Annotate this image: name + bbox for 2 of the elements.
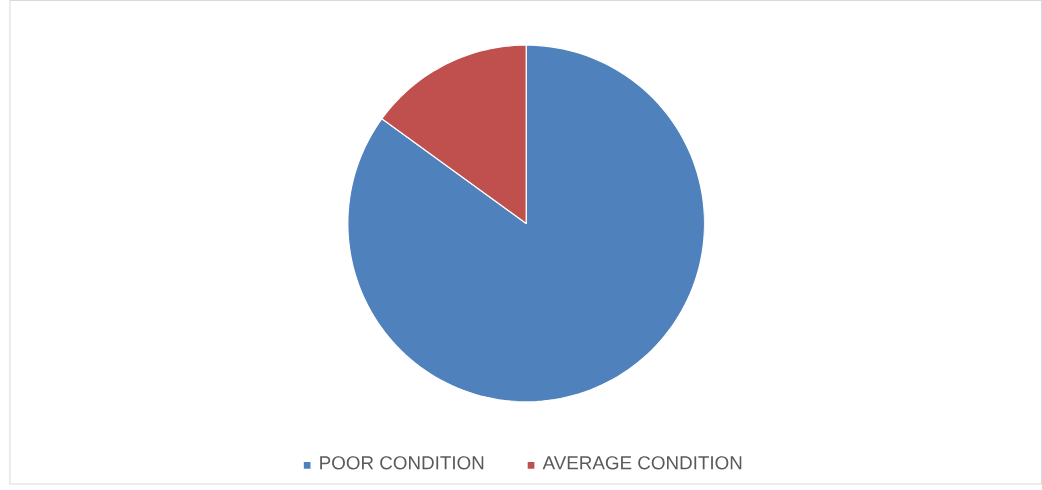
legend-label: AVERAGE CONDITION <box>542 456 742 470</box>
legend-label: POOR CONDITION <box>320 456 484 470</box>
